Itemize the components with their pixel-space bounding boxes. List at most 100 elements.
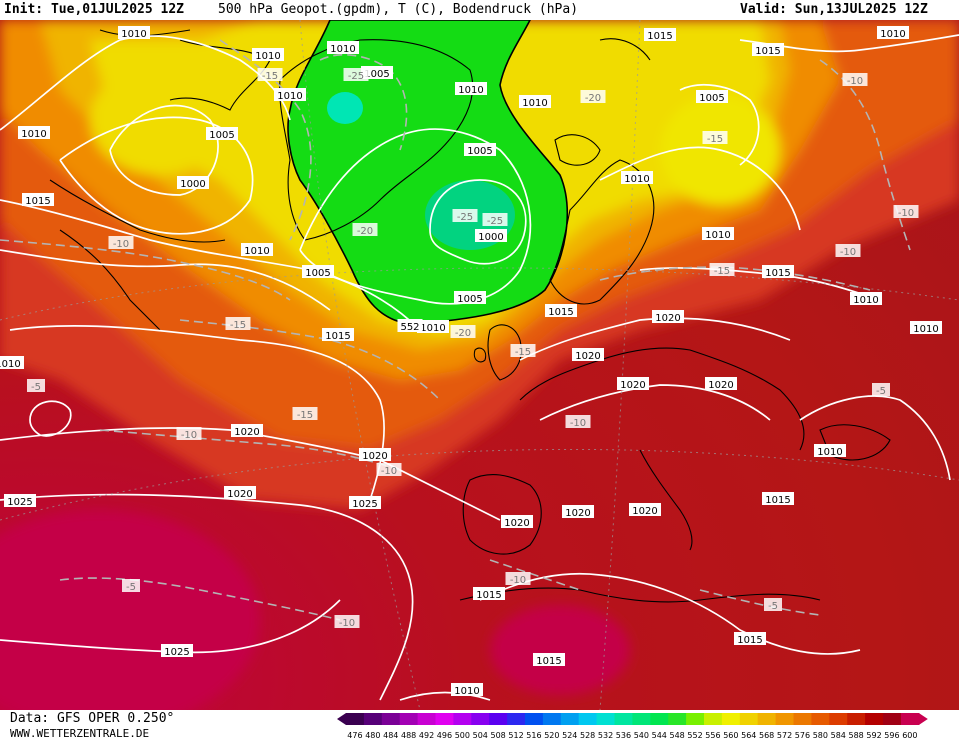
isobar-label-bg bbox=[417, 320, 449, 333]
legend-cell bbox=[560, 713, 580, 725]
isobar-label: 1010 bbox=[458, 85, 483, 96]
isobar-label: 1005 bbox=[209, 130, 234, 141]
legend-cell bbox=[757, 713, 777, 725]
legend-cell bbox=[578, 713, 598, 725]
isobar-label-bg bbox=[464, 143, 496, 156]
legend-arrow-left bbox=[337, 713, 346, 725]
isobar-label-bg bbox=[814, 444, 846, 457]
isobar-label-bg bbox=[762, 265, 794, 278]
legend-value: 572 bbox=[777, 731, 792, 740]
isobar-labels: 1010 1010 1010 1010 1005 1010 1015 1015 1010 1010… bbox=[0, 26, 942, 697]
isobar-label: 1020 bbox=[565, 508, 590, 519]
coast-greenland bbox=[279, 39, 474, 241]
temperature-label-bg bbox=[292, 407, 318, 420]
graticule-lon-1 bbox=[299, 20, 421, 710]
isobar-label: 1020 bbox=[655, 313, 680, 324]
isobar-label-bg bbox=[850, 292, 882, 305]
isobar-label-bg bbox=[302, 265, 334, 278]
isobar-label: 1000 bbox=[180, 179, 205, 190]
legend-value: 532 bbox=[598, 731, 613, 740]
isobar-label: 1020 bbox=[227, 489, 252, 500]
isobar-1015-med bbox=[479, 572, 861, 655]
legend-value: 596 bbox=[884, 731, 899, 740]
coastlines bbox=[49, 29, 891, 603]
init-time: Init: Tue,01JUL2025 12Z bbox=[4, 2, 185, 17]
isobar-1010-atlantic bbox=[0, 249, 331, 311]
temperature-label: -10 bbox=[510, 575, 526, 586]
temperature-label-bg bbox=[450, 325, 476, 338]
legend-cell bbox=[865, 713, 884, 725]
temperature-label: -25 bbox=[348, 71, 364, 82]
isobar-label-bg bbox=[572, 348, 604, 361]
temperature-label-bg bbox=[376, 463, 402, 476]
isobar-label: 1020 bbox=[632, 506, 657, 517]
legend-cell bbox=[900, 713, 920, 725]
temperature-label-bg bbox=[334, 615, 360, 628]
temperature-label: -20 bbox=[585, 93, 601, 104]
isobar-1015-west bbox=[0, 199, 421, 331]
legend-cell bbox=[650, 713, 669, 725]
isobar-label: 1020 bbox=[620, 380, 645, 391]
isobar-label: 1015 bbox=[737, 635, 762, 646]
isobar-label: 1010 bbox=[255, 51, 280, 62]
isobar-label: 1010 bbox=[330, 44, 355, 55]
legend-value: 576 bbox=[795, 731, 810, 740]
temperature-label-bg bbox=[764, 598, 782, 611]
isobar-label-bg bbox=[118, 26, 150, 39]
temperature-label-bg bbox=[257, 68, 283, 81]
legend-value: 508 bbox=[491, 731, 506, 740]
isotherm-minus15-east bbox=[599, 266, 871, 291]
valid-time: Valid: Sun,13JUL2025 12Z bbox=[740, 2, 928, 17]
isobar-hi-atlantic-small bbox=[29, 400, 72, 437]
isobar-label: 1015 bbox=[476, 590, 501, 601]
isobar-label-bg bbox=[702, 227, 734, 240]
temperature-label-bg bbox=[352, 223, 378, 236]
temperature-label-bg bbox=[482, 213, 508, 226]
isobar-label-bg bbox=[22, 193, 54, 206]
legend-value: 580 bbox=[813, 731, 828, 740]
temperature-label-bg bbox=[893, 205, 919, 218]
isobar-label: 1025 bbox=[164, 647, 189, 658]
temperature-label: -15 bbox=[262, 71, 278, 82]
legend-value: 552 bbox=[687, 731, 702, 740]
isobar-label-bg bbox=[473, 587, 505, 600]
legend-value: 516 bbox=[526, 731, 541, 740]
legend-value: 556 bbox=[705, 731, 720, 740]
isobar-label-bg bbox=[177, 176, 209, 189]
legend-cell bbox=[596, 713, 615, 725]
temperature-label-bg bbox=[452, 209, 478, 222]
temperature-label-bg bbox=[702, 131, 728, 144]
temperature-label: -10 bbox=[570, 418, 586, 429]
isobar-label: 1010 bbox=[880, 29, 905, 40]
isobar-label-bg bbox=[734, 632, 766, 645]
coast-north-africa bbox=[459, 587, 821, 603]
isobar-label-bg bbox=[397, 319, 423, 332]
temperature-label-bg bbox=[842, 73, 868, 86]
isobar-label: 1015 bbox=[755, 46, 780, 57]
temperature-label-bg bbox=[565, 415, 591, 428]
isobar-label-bg bbox=[501, 515, 533, 528]
isobar-label: 1020 bbox=[575, 351, 600, 362]
isobar-label-bg bbox=[877, 26, 909, 39]
temperature-label: -10 bbox=[381, 466, 397, 477]
isobar-label-bg bbox=[241, 243, 273, 256]
coast-hudson bbox=[49, 179, 226, 243]
data-source: Data: GFS OPER 0.250° bbox=[10, 711, 175, 726]
isotherm-minus10-west bbox=[0, 239, 291, 301]
legend-cell bbox=[435, 713, 454, 725]
isobar-1005-northeast bbox=[679, 83, 760, 166]
isobar-label-bg bbox=[0, 356, 24, 369]
isobar-label-bg bbox=[327, 41, 359, 54]
coast-europe bbox=[519, 347, 805, 451]
coast-black-sea bbox=[819, 424, 891, 461]
legend-value: 600 bbox=[902, 731, 917, 740]
map-footer: Data: GFS OPER 0.250° WWW.WETTERZENTRALE… bbox=[0, 710, 959, 741]
legend-cell bbox=[775, 713, 794, 725]
temperature-label-bg bbox=[176, 427, 202, 440]
legend-value: 500 bbox=[455, 731, 470, 740]
temperature-label: -5 bbox=[126, 582, 136, 593]
coast-iceland bbox=[554, 134, 601, 166]
isobar-label: 1015 bbox=[536, 656, 561, 667]
coast-scandinavia bbox=[549, 159, 655, 305]
legend-value: 528 bbox=[580, 731, 595, 740]
